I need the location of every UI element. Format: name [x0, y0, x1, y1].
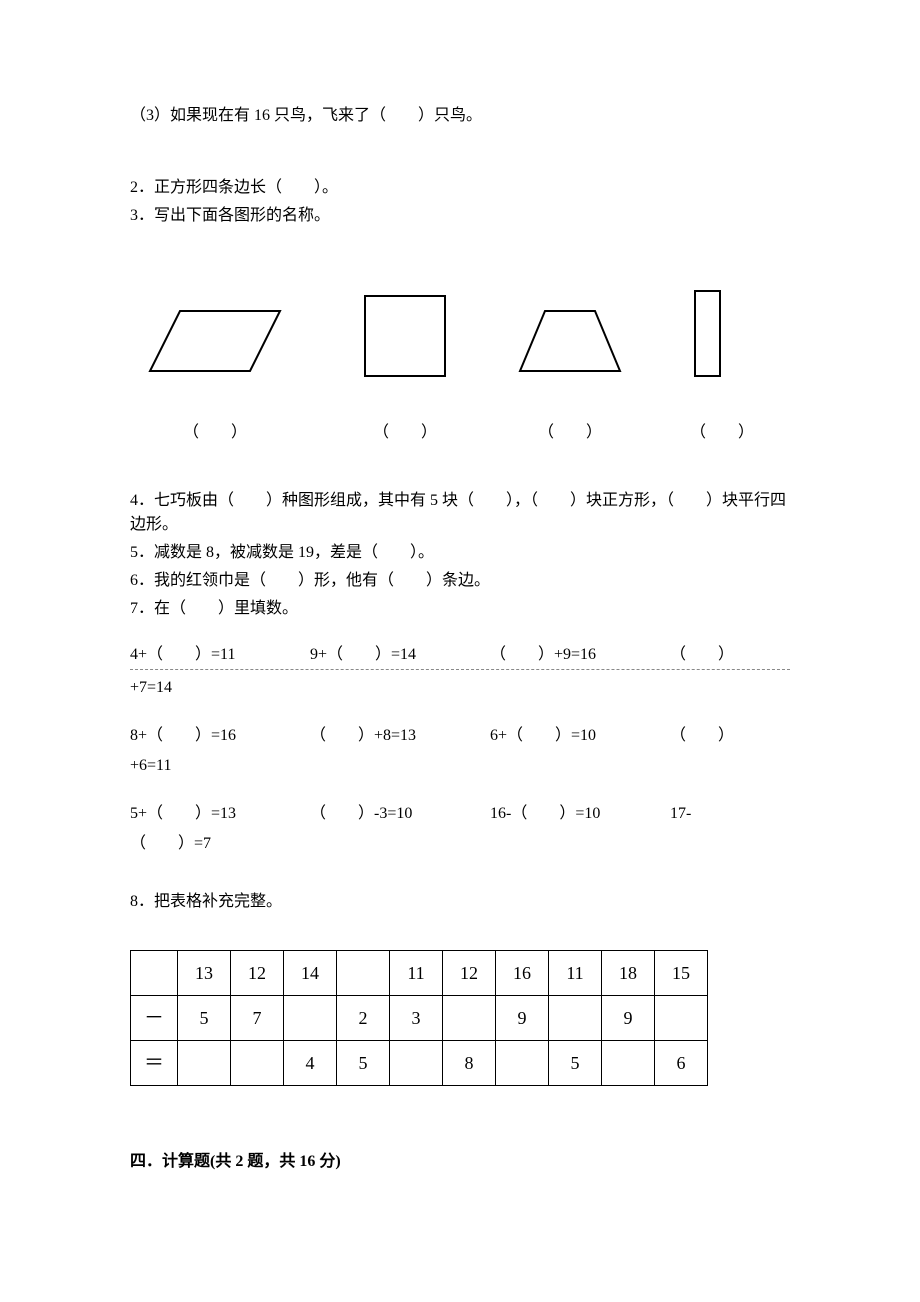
value-cell: 5 — [337, 1041, 390, 1086]
equation-cell: 6+（ ）=10 — [490, 724, 670, 748]
value-cell: 8 — [443, 1041, 496, 1086]
section-4-heading: 四．计算题(共 2 题，共 16 分) — [130, 1150, 790, 1174]
shape-label: （ ） — [510, 421, 630, 445]
value-cell — [284, 996, 337, 1041]
parallelogram-icon — [130, 301, 300, 381]
table-row: 131214111216111815 — [131, 951, 708, 996]
equation-row: 5+（ ）=13（ ）-3=1016-（ ）=1017- — [130, 802, 790, 826]
equation-cell: （ ）-3=10 — [310, 802, 490, 826]
equation-cell: 5+（ ）=13 — [130, 802, 310, 826]
value-cell: 4 — [284, 1041, 337, 1086]
equation-row: 8+（ ）=16（ ）+8=136+（ ）=10（ ） — [130, 724, 790, 748]
equation-cell: 8+（ ）=16 — [130, 724, 310, 748]
trapezoid-icon — [510, 296, 630, 381]
value-cell: 12 — [443, 951, 496, 996]
value-cell: 11 — [390, 951, 443, 996]
value-cell: 18 — [602, 951, 655, 996]
value-cell — [496, 1041, 549, 1086]
value-cell — [655, 996, 708, 1041]
equation-row: 4+（ ）=119+（ ）=14（ ）+9=16（ ） — [130, 643, 790, 670]
question-8: 8．把表格补充完整。 — [130, 890, 790, 914]
question-7: 7．在（ ）里填数。 — [130, 597, 790, 621]
value-cell: 13 — [178, 951, 231, 996]
question-6: 6．我的红领巾是（ ）形，他有（ ）条边。 — [130, 569, 790, 593]
value-cell: 6 — [655, 1041, 708, 1086]
value-cell — [549, 996, 602, 1041]
value-cell: 2 — [337, 996, 390, 1041]
shape-parallelogram — [130, 301, 300, 381]
value-cell — [443, 996, 496, 1041]
table-row: －57 23 9 9 — [131, 996, 708, 1041]
equation-cell: （ ）+9=16 — [490, 643, 670, 667]
value-cell — [231, 1041, 284, 1086]
equations-block: 4+（ ）=119+（ ）=14（ ）+9=16（ ）+7=148+（ ）=16… — [130, 643, 790, 874]
equation-cell: +7=14 — [130, 676, 172, 700]
worksheet-page: （3）如果现在有 16 只鸟，飞来了（ ）只鸟。 2．正方形四条边长（ ）。 3… — [0, 0, 920, 1238]
shape-square — [360, 291, 450, 381]
equation-cell: +6=11 — [130, 754, 171, 778]
equation-cell: 4+（ ）=11 — [130, 643, 310, 667]
calc-table: 131214111216111815－572399＝45856 — [130, 950, 708, 1086]
equation-row: （ ）=7 — [130, 832, 790, 856]
shape-label: （ ） — [360, 421, 450, 445]
op-cell: ＝ — [131, 1041, 178, 1086]
value-cell: 11 — [549, 951, 602, 996]
value-cell — [178, 1041, 231, 1086]
question-5: 5．减数是 8，被减数是 19，差是（ ）。 — [130, 541, 790, 565]
question-1-3: （3）如果现在有 16 只鸟，飞来了（ ）只鸟。 — [130, 104, 790, 128]
value-cell: 16 — [496, 951, 549, 996]
equation-cell: （ ）+8=13 — [310, 724, 490, 748]
shape-rectangle — [690, 286, 725, 381]
value-cell: 12 — [231, 951, 284, 996]
equation-row: +7=14 — [130, 676, 790, 700]
question-2: 2．正方形四条边长（ ）。 — [130, 176, 790, 200]
shape-label: （ ） — [130, 421, 300, 445]
rectangle-icon — [690, 286, 725, 381]
equation-cell: 9+（ ）=14 — [310, 643, 490, 667]
shape-labels-row: （ ） （ ） （ ） （ ） — [130, 421, 790, 445]
question-3: 3．写出下面各图形的名称。 — [130, 204, 790, 228]
value-cell: 9 — [602, 996, 655, 1041]
value-cell: 15 — [655, 951, 708, 996]
value-cell — [602, 1041, 655, 1086]
value-cell — [390, 1041, 443, 1086]
value-cell: 3 — [390, 996, 443, 1041]
question-4: 4．七巧板由（ ）种图形组成，其中有 5 块（ ），（ ）块正方形，（ ）块平行… — [130, 489, 790, 537]
equation-cell: 17- — [670, 802, 790, 826]
value-cell: 5 — [178, 996, 231, 1041]
value-cell: 9 — [496, 996, 549, 1041]
value-cell: 5 — [549, 1041, 602, 1086]
equation-cell: （ ） — [670, 643, 790, 667]
equation-cell: （ ）=7 — [130, 832, 211, 856]
square-icon — [360, 291, 450, 381]
shape-label: （ ） — [690, 421, 750, 445]
value-cell: 14 — [284, 951, 337, 996]
op-cell: － — [131, 996, 178, 1041]
table-row: ＝45856 — [131, 1041, 708, 1086]
shape-trapezoid — [510, 296, 630, 381]
op-cell — [131, 951, 178, 996]
value-cell — [337, 951, 390, 996]
shapes-row — [130, 286, 790, 381]
equation-cell: 16-（ ）=10 — [490, 802, 670, 826]
equation-row: +6=11 — [130, 754, 790, 778]
equation-cell: （ ） — [670, 724, 790, 748]
value-cell: 7 — [231, 996, 284, 1041]
